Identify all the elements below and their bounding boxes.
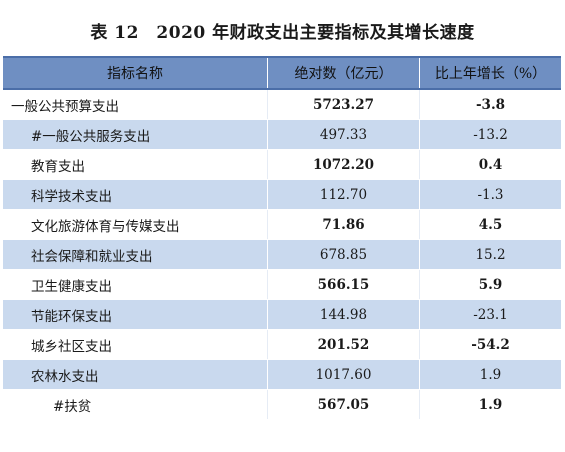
table-title: 表 12 2020 年财政支出主要指标及其增长速度 (90, 23, 475, 43)
row-name: #扶贫 (53, 398, 92, 415)
table-row: 文化旅游体育与传媒支出 71.86 4.5 (3, 210, 561, 240)
table-row: 城乡社区支出 201.52 -54.2 (3, 330, 561, 360)
row-name: 卫生健康支出 (31, 278, 112, 295)
row-name: 科学技术支出 (31, 188, 112, 205)
table-row: 社会保障和就业支出 678.85 15.2 (3, 240, 561, 270)
row-name: 一般公共预算支出 (11, 98, 119, 115)
row-absolute: 71.86 (267, 210, 419, 239)
row-growth: -1.3 (419, 180, 561, 209)
row-name: 节能环保支出 (31, 308, 112, 325)
table-row: 一般公共预算支出 5723.27 -3.8 (3, 90, 561, 120)
row-name: 农林水支出 (31, 368, 99, 385)
table-row: 卫生健康支出 566.15 5.9 (3, 270, 561, 300)
header-indicator-name: 指标名称 (107, 66, 163, 82)
row-growth: -23.1 (419, 300, 561, 329)
header-absolute-value: 绝对数（亿元） (267, 58, 419, 88)
table-row: #一般公共服务支出 497.33 -13.2 (3, 120, 561, 150)
row-growth: -54.2 (419, 330, 561, 359)
row-absolute: 201.52 (267, 330, 419, 359)
row-absolute: 1072.20 (267, 150, 419, 179)
row-absolute: 678.85 (267, 240, 419, 269)
row-growth: 15.2 (419, 240, 561, 269)
table-row: #扶贫 567.05 1.9 (3, 390, 561, 420)
row-absolute: 5723.27 (267, 90, 419, 119)
row-absolute: 566.15 (267, 270, 419, 299)
table-header-row: 指标名称 绝对数（亿元） 比上年增长（%） (3, 56, 561, 90)
row-name: 文化旅游体育与传媒支出 (31, 218, 180, 235)
table-row: 农林水支出 1017.60 1.9 (3, 360, 561, 390)
row-growth: 5.9 (419, 270, 561, 299)
row-absolute: 144.98 (267, 300, 419, 329)
row-absolute: 567.05 (267, 390, 419, 419)
row-absolute: 497.33 (267, 120, 419, 149)
row-name: #一般公共服务支出 (31, 128, 151, 145)
row-growth: 1.9 (419, 390, 561, 419)
row-growth: 4.5 (419, 210, 561, 239)
table-row: 科学技术支出 112.70 -1.3 (3, 180, 561, 210)
row-growth: 1.9 (419, 360, 561, 389)
fiscal-expenditure-table: 指标名称 绝对数（亿元） 比上年增长（%） 一般公共预算支出 5723.27 -… (3, 56, 561, 420)
table-row: 节能环保支出 144.98 -23.1 (3, 300, 561, 330)
row-name: 教育支出 (31, 158, 85, 175)
row-name: 城乡社区支出 (31, 338, 112, 355)
table-row: 教育支出 1072.20 0.4 (3, 150, 561, 180)
row-growth: -13.2 (419, 120, 561, 149)
row-absolute: 112.70 (267, 180, 419, 209)
row-absolute: 1017.60 (267, 360, 419, 389)
row-name: 社会保障和就业支出 (31, 248, 153, 265)
row-growth: -3.8 (419, 90, 561, 119)
row-growth: 0.4 (419, 150, 561, 179)
header-growth-rate: 比上年增长（%） (419, 58, 561, 88)
